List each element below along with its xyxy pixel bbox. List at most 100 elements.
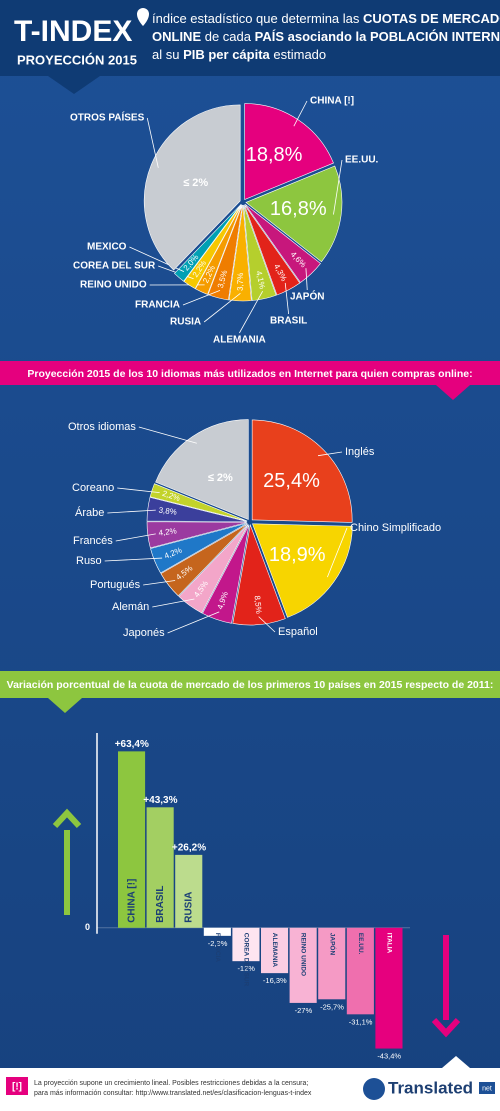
leader-line [327,527,348,578]
category-label: Japonés [123,627,165,639]
category-label: Portugués [90,579,141,591]
banner-pointer [48,698,82,713]
value-label: 25,4% [263,470,320,492]
slice-note: ≤ 2% [183,177,208,189]
desc-run: estimado [270,47,326,62]
header-band [0,0,500,76]
bar [261,927,289,974]
value-label: +63,4% [115,739,149,750]
leader-line [138,426,197,444]
category-label: ALEMANIA [213,335,266,346]
value-label: 4,2% [158,526,177,537]
leader-line [284,282,290,315]
category-label: COREA DEL SUR [242,933,249,987]
pin-icon [137,8,149,26]
pie-slice [228,204,252,302]
desc-run: al su [152,47,183,62]
leader-line [203,292,241,323]
category-label: JAPÓN [290,290,324,303]
category-label: Francés [73,535,113,547]
value-label: -25,7% [320,1002,344,1011]
down-arrow [431,935,461,1038]
category-label: ITALIA [385,933,392,954]
pie-slice [183,204,242,290]
bar [289,927,317,1003]
value-label: -43,4% [377,1052,401,1061]
logo: Translated [388,1078,473,1097]
desc-run: PIB per cápita [183,47,270,62]
leader-line [293,100,308,127]
value-label: 3,5% [216,269,229,289]
chart-title: Proyección 2015 de los 10 idiomas más ut… [27,368,472,380]
pie-slice [252,523,353,618]
pie-slice [174,204,242,282]
bar [232,927,260,962]
pie-slice [160,523,248,597]
header-pointer [48,76,100,94]
up-arrow [52,808,82,915]
pie-slice [207,204,243,301]
desc-run: ONLINE [152,29,201,44]
category-label: ALEMANIA [271,933,278,968]
value-label: +43,3% [143,795,177,806]
category-label: CHINA [!] [310,96,354,107]
value-label: -16,3% [263,976,287,985]
value-label: -31,1% [349,1017,373,1026]
category-label: REINO UNIDO [300,933,307,976]
pie-slice [143,104,241,271]
footer-pointer [442,1056,470,1068]
header-title: T-INDEX [14,15,132,48]
bar [346,927,374,1015]
pie-slice [243,204,277,301]
desc-run: CUOTAS DE MERCADO [363,11,500,26]
value-label: -12% [237,964,255,973]
leader-line [239,290,263,334]
pie-slice [202,524,250,624]
category-label: OTROS PAÍSES [70,111,145,124]
value-label: 16,8% [270,198,327,220]
desc-run: PAÍS asociando la POBLACIÓN INTERNET [255,29,500,44]
category-label: COREA DEL SUR [73,261,156,272]
pie-slice [244,103,334,200]
category-label: JAPÓN [328,933,337,956]
y-tick-label: 0 [85,922,90,932]
value-label: -27% [295,1006,313,1015]
category-label: Coreano [72,482,114,494]
banner [0,671,500,698]
footer-note: para más información consultar: http://w… [34,1090,312,1097]
bar [375,927,403,1049]
value-label: -2,9% [208,939,228,948]
pie-slice [155,419,249,520]
chart-title: Variación porcentual de la cuota de merc… [7,679,494,691]
leader-line [305,268,308,291]
pie-slice [150,522,248,574]
bar [175,854,203,928]
pie-slice [244,204,301,296]
leader-line [182,290,221,306]
warning-icon [6,1077,28,1095]
pie-slice [244,203,321,283]
category-label: CHINA [!] [126,879,137,923]
category-label: EE.UU. [357,933,364,955]
pie-slice [251,419,353,523]
leader-line [146,117,159,168]
category-label: Español [278,626,318,638]
pie-slice [178,524,249,614]
bar [203,927,231,936]
pie-slice [195,204,243,295]
category-label: FRANCIA [214,933,221,963]
leader-line [317,451,343,457]
desc-run: índice estadístico que determina las [152,11,363,26]
category-label: Ruso [76,555,102,567]
banner [0,361,500,385]
category-label: FRANCIA [135,300,180,311]
category-label: RUSIA [170,317,201,328]
footer-band [0,1068,500,1111]
bar [146,807,174,928]
logo-globe [363,1078,385,1100]
leader-line [104,557,163,562]
category-label: RUSIA [184,892,195,923]
value-label: 3,7% [236,273,246,291]
leader-line [107,509,156,514]
